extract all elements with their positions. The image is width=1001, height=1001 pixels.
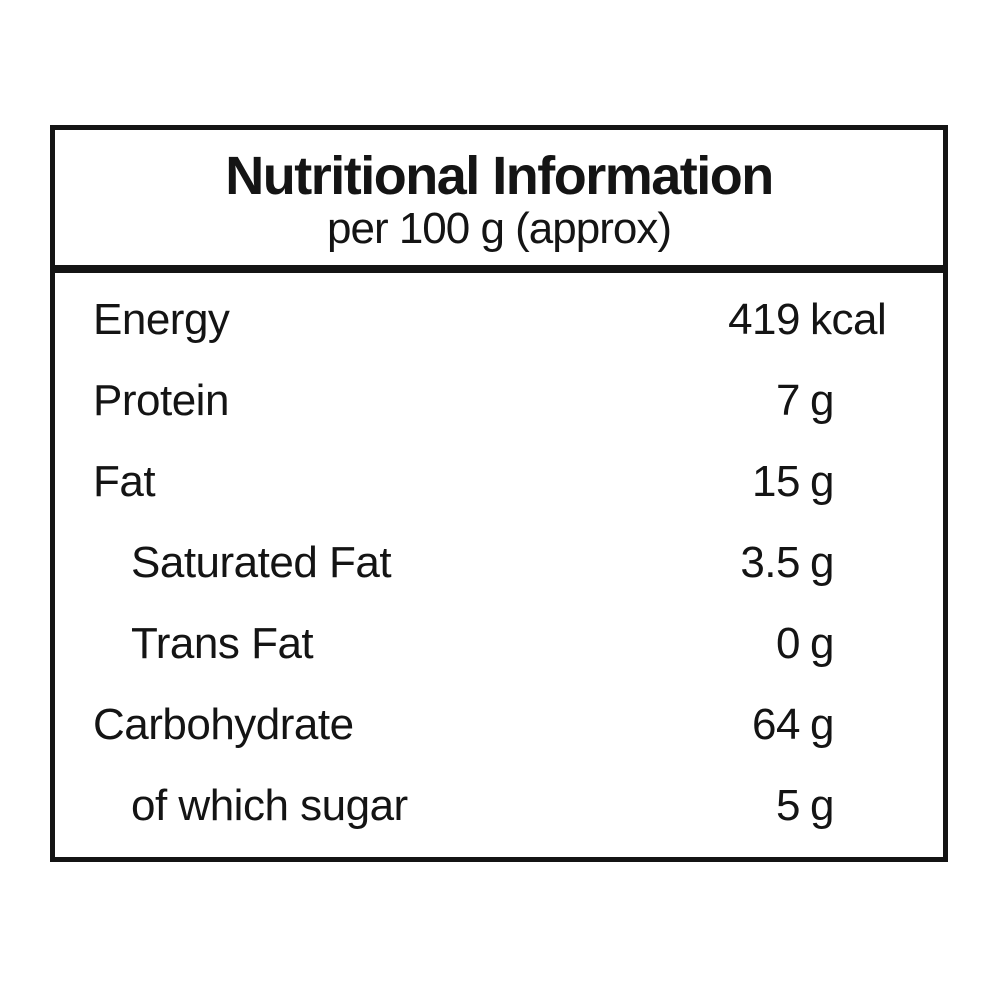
nutrient-row: Fat 15 g <box>55 441 943 522</box>
row-unit: g <box>810 456 834 506</box>
row-label: Trans Fat <box>131 618 314 668</box>
row-label: Energy <box>93 294 230 344</box>
row-unit: g <box>810 618 834 668</box>
nutrient-row: of which sugar 5 g <box>55 765 943 846</box>
row-unit: g <box>810 375 834 425</box>
nutrition-title: Nutritional Information <box>225 146 774 207</box>
nutrient-row: Energy 419 kcal <box>55 279 943 360</box>
row-label: Saturated Fat <box>131 537 392 587</box>
row-value: 419 <box>728 294 800 344</box>
row-value: 7 <box>776 375 800 425</box>
row-unit: g <box>810 537 834 587</box>
row-unit: g <box>810 780 834 830</box>
row-value: 5 <box>776 780 800 830</box>
row-label: of which sugar <box>131 780 408 830</box>
row-label: Fat <box>93 456 156 506</box>
nutrient-row: Saturated Fat 3.5 g <box>55 522 943 603</box>
row-value: 15 <box>752 456 800 506</box>
nutrition-facts-panel: Nutritional Information per 100 g (appro… <box>50 125 948 862</box>
nutrient-row: Protein 7 g <box>55 360 943 441</box>
nutrient-row: Carbohydrate 64 g <box>55 684 943 765</box>
nutrition-rows: Energy 419 kcal Protein 7 g Fat 15 g Sat… <box>55 273 943 849</box>
nutrition-header: Nutritional Information per 100 g (appro… <box>55 130 943 273</box>
row-value: 3.5 <box>740 537 800 587</box>
row-label: Carbohydrate <box>93 699 354 749</box>
row-unit: kcal <box>810 294 887 344</box>
row-label: Protein <box>93 375 229 425</box>
nutrition-subtitle: per 100 g (approx) <box>327 203 672 253</box>
nutrient-row: Trans Fat 0 g <box>55 603 943 684</box>
row-value: 0 <box>776 618 800 668</box>
row-value: 64 <box>752 699 800 749</box>
row-unit: g <box>810 699 834 749</box>
